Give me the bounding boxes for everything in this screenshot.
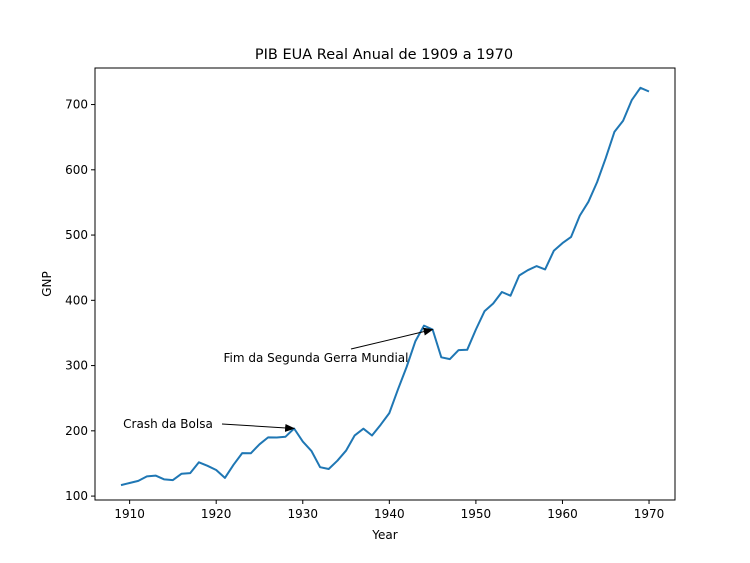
data-point <box>370 434 374 438</box>
y-tick-label: 300 <box>65 359 88 373</box>
data-point <box>206 464 210 468</box>
data-point <box>439 355 443 359</box>
data-point <box>535 264 539 268</box>
data-point <box>474 328 478 332</box>
x-tick-label: 1910 <box>114 507 145 521</box>
x-tick-label: 1920 <box>201 507 232 521</box>
x-tick-label: 1950 <box>461 507 492 521</box>
data-point <box>301 440 305 444</box>
data-point <box>335 459 339 463</box>
data-point <box>232 463 236 467</box>
data-point <box>465 348 469 352</box>
data-point <box>214 468 218 472</box>
y-tick-label: 600 <box>65 163 88 177</box>
data-point <box>240 451 244 455</box>
data-point <box>569 235 573 239</box>
y-tick-label: 200 <box>65 424 88 438</box>
y-tick-label: 500 <box>65 228 88 242</box>
chart-annotations: Crash da Bolsa Fim da Segunda Gerra Mund… <box>123 327 434 432</box>
data-point <box>223 476 227 480</box>
data-point <box>561 241 565 245</box>
data-point <box>275 436 279 440</box>
data-point <box>188 471 192 475</box>
crash-annotation-arrow <box>221 423 296 432</box>
y-axis-label: GNP <box>40 271 54 297</box>
x-tick-label: 1930 <box>287 507 318 521</box>
data-point <box>266 435 270 439</box>
x-tick-label: 1960 <box>547 507 578 521</box>
data-point <box>647 90 651 94</box>
ww2-end-annotation-arrow <box>350 327 434 350</box>
data-point <box>128 481 132 485</box>
data-point <box>361 427 365 431</box>
data-point <box>612 130 616 134</box>
ww2-end-annotation-label: Fim da Segunda Gerra Mundial <box>224 351 409 365</box>
data-point <box>422 324 426 328</box>
data-point <box>604 156 608 160</box>
data-point <box>119 483 123 487</box>
x-axis-label: Year <box>371 528 397 542</box>
data-point <box>379 423 383 427</box>
data-point <box>517 274 521 278</box>
data-point <box>500 290 504 294</box>
y-tick-label: 700 <box>65 98 88 112</box>
plot-frame <box>94 67 676 501</box>
data-point <box>249 451 253 455</box>
crash-annotation-label: Crash da Bolsa <box>123 417 213 431</box>
x-axis-ticks: 1910 1920 1930 1940 1950 1960 1970 <box>114 500 664 521</box>
data-point <box>344 449 348 453</box>
data-point <box>578 214 582 218</box>
data-point <box>491 302 495 306</box>
data-point <box>154 474 158 478</box>
data-point <box>630 98 634 102</box>
data-point <box>638 86 642 90</box>
data-point <box>197 460 201 464</box>
data-point <box>145 474 149 478</box>
data-point <box>483 309 487 313</box>
data-point <box>309 449 313 453</box>
data-point <box>457 348 461 352</box>
y-tick-label: 100 <box>65 489 88 503</box>
data-point <box>387 411 391 415</box>
x-tick-label: 1940 <box>374 507 405 521</box>
data-point <box>327 467 331 471</box>
data-point <box>396 387 400 391</box>
data-point <box>353 433 357 437</box>
data-point <box>413 339 417 343</box>
data-point <box>180 472 184 476</box>
data-point <box>509 294 513 298</box>
gnp-series-line <box>120 86 650 487</box>
data-point <box>552 249 556 253</box>
data-point <box>595 180 599 184</box>
data-point <box>283 435 287 439</box>
data-point <box>621 119 625 123</box>
data-point <box>162 477 166 481</box>
data-point <box>405 365 409 369</box>
data-point <box>586 200 590 204</box>
x-tick-label: 1970 <box>634 507 665 521</box>
data-point <box>318 465 322 469</box>
data-point <box>258 442 262 446</box>
data-point <box>448 357 452 361</box>
y-axis-ticks: 100 200 300 400 500 600 700 <box>65 98 95 503</box>
data-point <box>526 268 530 272</box>
y-tick-label: 400 <box>65 293 88 307</box>
data-point <box>171 478 175 482</box>
chart-title: PIB EUA Real Anual de 1909 a 1970 <box>255 47 513 63</box>
data-point <box>543 267 547 271</box>
data-point <box>136 479 140 483</box>
